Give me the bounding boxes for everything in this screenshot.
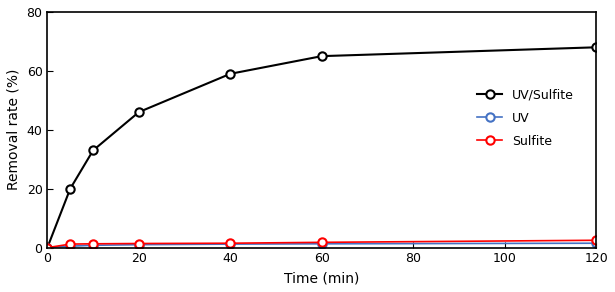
UV/Sulfite <box>135 110 143 114</box>
UV/Sulfite <box>89 149 97 152</box>
Sulfite <box>226 241 234 245</box>
UV/Sulfite <box>44 246 51 249</box>
Y-axis label: Removal rate (%): Removal rate (%) <box>7 69 21 190</box>
Sulfite <box>135 242 143 245</box>
UV <box>318 242 325 246</box>
Sulfite <box>66 242 74 246</box>
Line: UV/Sulfite: UV/Sulfite <box>43 43 600 252</box>
Line: UV: UV <box>43 239 600 252</box>
X-axis label: Time (min): Time (min) <box>284 271 359 285</box>
Sulfite <box>318 241 325 244</box>
Sulfite <box>44 246 51 249</box>
UV/Sulfite <box>226 72 234 76</box>
UV <box>66 244 74 248</box>
UV <box>44 246 51 249</box>
UV/Sulfite <box>66 187 74 190</box>
UV <box>135 243 143 246</box>
Sulfite <box>89 242 97 246</box>
UV <box>226 242 234 246</box>
Line: Sulfite: Sulfite <box>43 236 600 252</box>
UV/Sulfite <box>318 54 325 58</box>
UV/Sulfite <box>592 46 600 49</box>
Legend: UV/Sulfite, UV, Sulfite: UV/Sulfite, UV, Sulfite <box>472 84 579 152</box>
UV <box>592 241 600 245</box>
Sulfite <box>592 239 600 242</box>
UV <box>89 244 97 247</box>
